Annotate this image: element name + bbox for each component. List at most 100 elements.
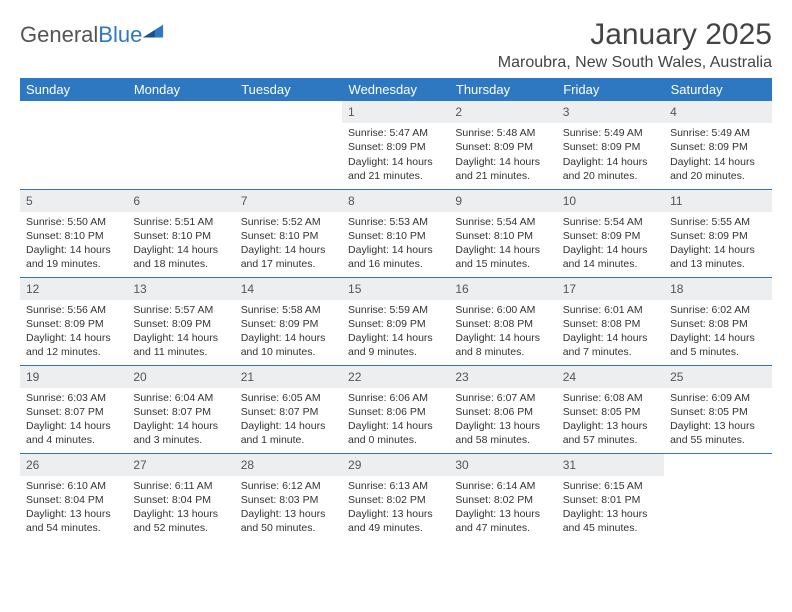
calendar-cell: 13Sunrise: 5:57 AMSunset: 8:09 PMDayligh… bbox=[127, 277, 234, 365]
day-number: 31 bbox=[557, 454, 664, 476]
day-header: Sunday bbox=[20, 78, 127, 101]
day-details: Sunrise: 6:00 AMSunset: 8:08 PMDaylight:… bbox=[449, 300, 556, 364]
calendar-cell: 3Sunrise: 5:49 AMSunset: 8:09 PMDaylight… bbox=[557, 101, 664, 189]
day-details: Sunrise: 5:49 AMSunset: 8:09 PMDaylight:… bbox=[664, 123, 771, 187]
calendar-cell: 10Sunrise: 5:54 AMSunset: 8:09 PMDayligh… bbox=[557, 189, 664, 277]
day-number: 11 bbox=[664, 190, 771, 212]
calendar-cell: 28Sunrise: 6:12 AMSunset: 8:03 PMDayligh… bbox=[235, 453, 342, 541]
calendar-cell: 11Sunrise: 5:55 AMSunset: 8:09 PMDayligh… bbox=[664, 189, 771, 277]
calendar-week-row: 26Sunrise: 6:10 AMSunset: 8:04 PMDayligh… bbox=[20, 453, 772, 541]
day-number: 14 bbox=[235, 278, 342, 300]
day-number: 12 bbox=[20, 278, 127, 300]
calendar-cell: 30Sunrise: 6:14 AMSunset: 8:02 PMDayligh… bbox=[449, 453, 556, 541]
day-details: Sunrise: 6:14 AMSunset: 8:02 PMDaylight:… bbox=[449, 476, 556, 540]
calendar-cell: 19Sunrise: 6:03 AMSunset: 8:07 PMDayligh… bbox=[20, 365, 127, 453]
calendar-cell: 17Sunrise: 6:01 AMSunset: 8:08 PMDayligh… bbox=[557, 277, 664, 365]
logo-text: GeneralBlue bbox=[20, 22, 142, 48]
day-number: 27 bbox=[127, 454, 234, 476]
calendar-cell: 23Sunrise: 6:07 AMSunset: 8:06 PMDayligh… bbox=[449, 365, 556, 453]
calendar-cell: 1Sunrise: 5:47 AMSunset: 8:09 PMDaylight… bbox=[342, 101, 449, 189]
calendar-cell: 15Sunrise: 5:59 AMSunset: 8:09 PMDayligh… bbox=[342, 277, 449, 365]
day-number: 21 bbox=[235, 366, 342, 388]
day-number: 20 bbox=[127, 366, 234, 388]
logo-triangle-icon bbox=[142, 21, 164, 43]
location-text: Maroubra, New South Wales, Australia bbox=[498, 54, 772, 72]
calendar-cell: 26Sunrise: 6:10 AMSunset: 8:04 PMDayligh… bbox=[20, 453, 127, 541]
calendar-cell: 2Sunrise: 5:48 AMSunset: 8:09 PMDaylight… bbox=[449, 101, 556, 189]
day-number: 19 bbox=[20, 366, 127, 388]
calendar-cell: 8Sunrise: 5:53 AMSunset: 8:10 PMDaylight… bbox=[342, 189, 449, 277]
day-number: 15 bbox=[342, 278, 449, 300]
day-number: 22 bbox=[342, 366, 449, 388]
day-details: Sunrise: 5:56 AMSunset: 8:09 PMDaylight:… bbox=[20, 300, 127, 364]
day-number: 23 bbox=[449, 366, 556, 388]
day-number: 18 bbox=[664, 278, 771, 300]
day-details: Sunrise: 6:01 AMSunset: 8:08 PMDaylight:… bbox=[557, 300, 664, 364]
day-number: 29 bbox=[342, 454, 449, 476]
day-details: Sunrise: 6:03 AMSunset: 8:07 PMDaylight:… bbox=[20, 388, 127, 452]
day-details: Sunrise: 5:54 AMSunset: 8:09 PMDaylight:… bbox=[557, 212, 664, 276]
day-header: Wednesday bbox=[342, 78, 449, 101]
day-number: 7 bbox=[235, 190, 342, 212]
calendar-cell: 24Sunrise: 6:08 AMSunset: 8:05 PMDayligh… bbox=[557, 365, 664, 453]
day-details: Sunrise: 5:50 AMSunset: 8:10 PMDaylight:… bbox=[20, 212, 127, 276]
calendar-cell: 18Sunrise: 6:02 AMSunset: 8:08 PMDayligh… bbox=[664, 277, 771, 365]
day-header: Saturday bbox=[664, 78, 771, 101]
day-details: Sunrise: 5:48 AMSunset: 8:09 PMDaylight:… bbox=[449, 123, 556, 187]
day-details: Sunrise: 5:53 AMSunset: 8:10 PMDaylight:… bbox=[342, 212, 449, 276]
day-details: Sunrise: 5:47 AMSunset: 8:09 PMDaylight:… bbox=[342, 123, 449, 187]
calendar-cell bbox=[20, 101, 127, 189]
day-details: Sunrise: 5:55 AMSunset: 8:09 PMDaylight:… bbox=[664, 212, 771, 276]
logo-part1: General bbox=[20, 22, 98, 47]
day-number: 16 bbox=[449, 278, 556, 300]
day-header: Monday bbox=[127, 78, 234, 101]
calendar-cell: 9Sunrise: 5:54 AMSunset: 8:10 PMDaylight… bbox=[449, 189, 556, 277]
day-number: 1 bbox=[342, 101, 449, 123]
calendar-cell bbox=[127, 101, 234, 189]
calendar-cell: 6Sunrise: 5:51 AMSunset: 8:10 PMDaylight… bbox=[127, 189, 234, 277]
day-details: Sunrise: 6:10 AMSunset: 8:04 PMDaylight:… bbox=[20, 476, 127, 540]
day-number: 30 bbox=[449, 454, 556, 476]
day-details: Sunrise: 6:09 AMSunset: 8:05 PMDaylight:… bbox=[664, 388, 771, 452]
day-number: 2 bbox=[449, 101, 556, 123]
calendar-cell: 29Sunrise: 6:13 AMSunset: 8:02 PMDayligh… bbox=[342, 453, 449, 541]
day-number: 4 bbox=[664, 101, 771, 123]
day-details: Sunrise: 5:51 AMSunset: 8:10 PMDaylight:… bbox=[127, 212, 234, 276]
calendar-cell bbox=[235, 101, 342, 189]
day-number: 25 bbox=[664, 366, 771, 388]
logo-part2: Blue bbox=[98, 22, 142, 47]
logo: GeneralBlue bbox=[20, 22, 164, 48]
calendar-week-row: 12Sunrise: 5:56 AMSunset: 8:09 PMDayligh… bbox=[20, 277, 772, 365]
day-number: 17 bbox=[557, 278, 664, 300]
calendar-body: 1Sunrise: 5:47 AMSunset: 8:09 PMDaylight… bbox=[20, 101, 772, 541]
day-details: Sunrise: 6:02 AMSunset: 8:08 PMDaylight:… bbox=[664, 300, 771, 364]
day-details: Sunrise: 6:06 AMSunset: 8:06 PMDaylight:… bbox=[342, 388, 449, 452]
calendar-cell: 25Sunrise: 6:09 AMSunset: 8:05 PMDayligh… bbox=[664, 365, 771, 453]
day-number: 24 bbox=[557, 366, 664, 388]
day-details: Sunrise: 5:57 AMSunset: 8:09 PMDaylight:… bbox=[127, 300, 234, 364]
calendar-cell: 22Sunrise: 6:06 AMSunset: 8:06 PMDayligh… bbox=[342, 365, 449, 453]
calendar-page: GeneralBlue January 2025 Maroubra, New S… bbox=[0, 0, 792, 541]
calendar-cell bbox=[664, 453, 771, 541]
calendar-cell: 12Sunrise: 5:56 AMSunset: 8:09 PMDayligh… bbox=[20, 277, 127, 365]
calendar-cell: 4Sunrise: 5:49 AMSunset: 8:09 PMDaylight… bbox=[664, 101, 771, 189]
title-block: January 2025 Maroubra, New South Wales, … bbox=[498, 18, 772, 78]
calendar-cell: 16Sunrise: 6:00 AMSunset: 8:08 PMDayligh… bbox=[449, 277, 556, 365]
day-number: 9 bbox=[449, 190, 556, 212]
day-number: 3 bbox=[557, 101, 664, 123]
day-details: Sunrise: 5:59 AMSunset: 8:09 PMDaylight:… bbox=[342, 300, 449, 364]
day-number: 6 bbox=[127, 190, 234, 212]
day-number: 5 bbox=[20, 190, 127, 212]
day-details: Sunrise: 6:04 AMSunset: 8:07 PMDaylight:… bbox=[127, 388, 234, 452]
calendar-cell: 14Sunrise: 5:58 AMSunset: 8:09 PMDayligh… bbox=[235, 277, 342, 365]
day-number: 13 bbox=[127, 278, 234, 300]
calendar-cell: 31Sunrise: 6:15 AMSunset: 8:01 PMDayligh… bbox=[557, 453, 664, 541]
day-header: Tuesday bbox=[235, 78, 342, 101]
day-header: Thursday bbox=[449, 78, 556, 101]
day-details: Sunrise: 6:15 AMSunset: 8:01 PMDaylight:… bbox=[557, 476, 664, 540]
day-details: Sunrise: 6:11 AMSunset: 8:04 PMDaylight:… bbox=[127, 476, 234, 540]
day-details: Sunrise: 6:13 AMSunset: 8:02 PMDaylight:… bbox=[342, 476, 449, 540]
calendar-week-row: 19Sunrise: 6:03 AMSunset: 8:07 PMDayligh… bbox=[20, 365, 772, 453]
day-number: 10 bbox=[557, 190, 664, 212]
day-number: 8 bbox=[342, 190, 449, 212]
